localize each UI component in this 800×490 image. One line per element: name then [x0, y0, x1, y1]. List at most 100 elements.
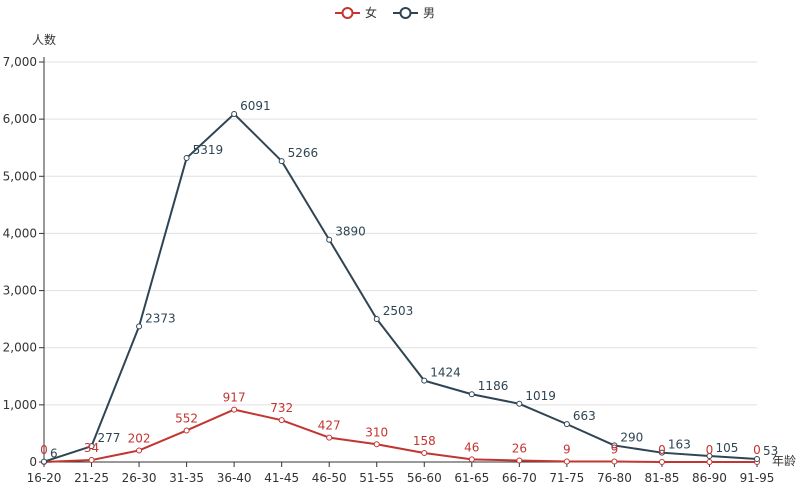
- x-axis-title: 年龄: [772, 454, 796, 468]
- legend-item[interactable]: 男: [393, 6, 435, 20]
- data-label: 290: [620, 430, 643, 444]
- x-tick-label: 61-65: [454, 471, 489, 485]
- series-line-female: [43, 408, 757, 463]
- legend[interactable]: 女男: [335, 5, 435, 20]
- data-label: 0: [40, 443, 48, 457]
- legend-label: 女: [365, 5, 377, 20]
- legend-item[interactable]: 女: [335, 5, 377, 20]
- data-point: [88, 457, 95, 464]
- data-label: 6091: [240, 99, 271, 113]
- data-point: [231, 110, 238, 117]
- data-point: [136, 323, 143, 330]
- data-point: [516, 457, 523, 464]
- x-tick-label: 86-90: [692, 471, 727, 485]
- data-label: 1424: [430, 366, 461, 380]
- data-point: [611, 458, 618, 465]
- data-label: 105: [715, 441, 738, 455]
- grid-lines: [44, 61, 757, 406]
- y-tick-label: 1,000: [3, 398, 37, 412]
- data-point: [563, 458, 570, 465]
- data-point: [658, 459, 665, 465]
- data-label: 9: [563, 442, 571, 456]
- data-label: 163: [668, 438, 691, 452]
- data-label: 202: [128, 431, 151, 445]
- series-line-male: [43, 112, 758, 463]
- data-label: 0: [658, 443, 666, 457]
- y-tick-label: 5,000: [3, 169, 37, 183]
- data-label: 1186: [478, 379, 509, 393]
- data-point: [706, 453, 713, 459]
- data-point: [373, 441, 380, 448]
- data-label: 26: [512, 442, 527, 456]
- data-point: [41, 458, 47, 465]
- legend-marker: [341, 7, 354, 19]
- series-group: [41, 110, 760, 465]
- y-tick-label: 6,000: [3, 112, 37, 126]
- x-tick-label: 66-70: [502, 471, 537, 485]
- data-point: [88, 443, 95, 450]
- data-label: 732: [270, 401, 293, 415]
- legend-label: 男: [423, 6, 435, 20]
- data-point: [611, 442, 618, 449]
- data-label: 46: [464, 440, 479, 454]
- x-tick-label: 21-25: [74, 471, 109, 485]
- data-point: [421, 377, 428, 384]
- x-tick-label: 16-20: [27, 471, 62, 485]
- y-tick-label: 3,000: [3, 284, 37, 298]
- x-tick-label: 76-80: [597, 471, 632, 485]
- data-label: 53: [763, 444, 778, 458]
- data-label: 552: [175, 411, 198, 425]
- data-point: [563, 421, 570, 428]
- x-tick-label: 56-60: [407, 471, 442, 485]
- x-tick-label: 46-50: [312, 471, 347, 485]
- y-axis-title: 人数: [32, 32, 56, 47]
- data-label: 917: [223, 391, 246, 405]
- x-tick-label: 31-35: [169, 471, 204, 485]
- data-point: [136, 447, 143, 454]
- data-point: [373, 315, 380, 322]
- data-label: 9: [611, 442, 619, 456]
- data-label: 427: [318, 419, 341, 433]
- data-point: [183, 427, 190, 434]
- y-tick-label: 7,000: [3, 55, 37, 69]
- data-point: [468, 456, 475, 463]
- data-point: [231, 406, 238, 413]
- x-tick-label: 71-75: [549, 471, 584, 485]
- data-point: [278, 158, 285, 165]
- data-point: [658, 449, 665, 456]
- data-label: 2373: [145, 311, 176, 325]
- data-point: [468, 391, 475, 398]
- y-tick-label: 2,000: [3, 341, 37, 355]
- data-label: 0: [706, 443, 714, 457]
- data-label: 34: [84, 441, 99, 455]
- data-label: 5266: [288, 146, 319, 160]
- data-label: 310: [365, 425, 388, 439]
- x-tick-label: 41-45: [264, 471, 299, 485]
- y-tick-label: 0: [29, 455, 37, 469]
- data-point: [706, 459, 713, 465]
- data-point: [516, 400, 523, 407]
- x-tick-label: 36-40: [217, 471, 252, 485]
- data-label: 0: [753, 443, 761, 457]
- data-label: 2503: [383, 304, 414, 318]
- data-point: [421, 449, 428, 456]
- data-label: 663: [573, 409, 596, 423]
- data-label: 1019: [525, 389, 556, 403]
- data-point: [326, 236, 333, 243]
- data-point: [754, 455, 760, 462]
- data-point: [278, 417, 285, 424]
- x-tick-label: 91-95: [740, 471, 775, 485]
- x-tick-label: 51-55: [359, 471, 394, 485]
- data-label: 277: [98, 431, 121, 445]
- data-label: 5319: [193, 143, 224, 157]
- y-tick-label: 4,000: [3, 226, 37, 240]
- x-tick-label: 26-30: [122, 471, 157, 485]
- data-label: 6: [50, 447, 58, 461]
- data-point: [183, 155, 190, 162]
- data-label: 3890: [335, 225, 366, 239]
- data-point: [326, 434, 333, 441]
- data-label: 158: [413, 434, 436, 448]
- legend-marker: [399, 7, 412, 19]
